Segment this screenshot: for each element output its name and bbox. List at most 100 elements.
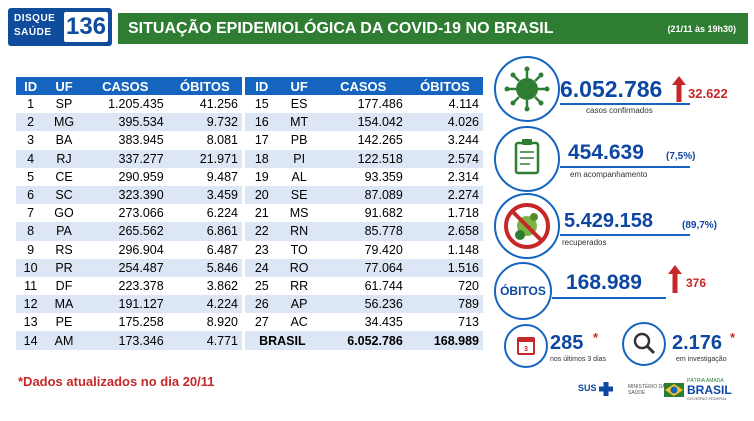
deaths-underline (552, 297, 666, 299)
table-row: 25 RR 61.744 720 (245, 277, 483, 295)
logo-top-text: DISQUE (14, 13, 56, 24)
row-cases: 273.066 (118, 206, 164, 221)
row-deaths: 3.862 (206, 278, 238, 293)
table-row: 15 ES 177.486 4.114 (245, 95, 483, 113)
row-id: 13 (23, 315, 38, 330)
column-header-uf: UF (45, 77, 83, 95)
deaths-circle: ÓBITOS (494, 262, 552, 320)
row-id: 22 (245, 222, 279, 241)
row-uf: CE (55, 169, 73, 184)
ministry-line-1: MINISTÉRIO DA (628, 384, 666, 390)
logo-number: 136 (64, 12, 108, 42)
table-row: 2 MG 395.534 9.732 (16, 113, 242, 132)
row-id: 4 (16, 149, 46, 168)
table-row: 7 GO 273.066 6.224 (16, 204, 242, 222)
row-cases: 79.420 (364, 242, 403, 257)
row-id: 12 (16, 295, 46, 314)
table-row: 3 BA 383.945 8.081 (16, 131, 242, 149)
row-cases: 87.089 (319, 185, 407, 205)
row-cases: 191.127 (82, 295, 168, 314)
row-id: 18 (245, 149, 279, 168)
row-id: 23 (254, 242, 269, 257)
table-row: 27 AC 34.435 713 (245, 313, 483, 331)
gov-top-text: PÁTRIA AMADA (687, 378, 724, 384)
row-deaths: 1.718 (447, 206, 479, 221)
row-cases: 175.258 (118, 315, 164, 330)
row-id: 19 (254, 169, 269, 184)
row-deaths: 4.771 (167, 331, 242, 350)
row-uf: PI (278, 149, 320, 168)
row-uf: PR (45, 258, 83, 277)
recovered-caption: recuperados (562, 238, 607, 247)
table-row: 1 SP 1.205.435 41.256 (16, 95, 242, 113)
row-uf: SP (55, 97, 73, 112)
deaths-increase: 376 (686, 276, 707, 290)
row-deaths: 5.846 (167, 258, 242, 277)
row-cases: 254.487 (82, 258, 168, 277)
gov-main-text: BRASIL (687, 383, 732, 397)
row-cases: 85.778 (319, 222, 407, 241)
row-id: 7 (27, 206, 35, 221)
row-uf: MG (45, 113, 83, 132)
row-deaths: 3.244 (447, 133, 479, 148)
row-id: 14 (16, 331, 46, 350)
table-row: 23 TO 79.420 1.148 (245, 241, 483, 259)
row-cases: 337.277 (82, 149, 168, 168)
row-uf: DF (55, 278, 73, 293)
column-header-deaths: ÓBITOS (167, 77, 242, 95)
row-id: 24 (245, 258, 279, 277)
column-header-cases: CASOS (82, 77, 168, 95)
row-id: 16 (245, 113, 279, 132)
sus-logo: SUS (578, 381, 618, 397)
row-cases: 154.042 (319, 113, 407, 132)
states-table-right: ID UF CASOS ÓBITOS 15 ES 177.486 4.114 16 MT 1… (245, 77, 483, 350)
row-deaths: 2.574 (406, 149, 483, 168)
deaths-label: ÓBITOS (500, 284, 546, 298)
sus-text: SUS (578, 383, 597, 393)
states-table-left: ID UF CASOS ÓBITOS 1 SP 1.205.435 41.256 2 MG… (16, 77, 242, 350)
recovered-value: 5.429.158 (564, 210, 653, 232)
table-row: 19 AL 93.359 2.314 (245, 168, 483, 186)
table-row: 8 PA 265.562 6.861 (16, 222, 242, 241)
column-header-id: ID (16, 77, 46, 95)
row-cases: 265.562 (82, 222, 168, 241)
data-update-footnote: *Dados atualizados no dia 20/11 (18, 374, 215, 389)
logo-bottom-text: SAÚDE (14, 27, 52, 38)
row-cases: 395.534 (82, 113, 168, 132)
row-cases: 383.945 (118, 133, 164, 148)
row-uf: AM (45, 331, 83, 350)
row-uf: SC (45, 185, 83, 205)
row-cases: 34.435 (364, 315, 403, 330)
svg-text:3: 3 (524, 346, 528, 353)
column-header-cases: CASOS (319, 77, 407, 95)
virus-crossed-icon (504, 203, 550, 249)
row-deaths: 8.081 (206, 133, 238, 148)
row-cases: 122.518 (319, 149, 407, 168)
row-id: 10 (16, 258, 46, 277)
calendar-icon: 3 (517, 337, 535, 355)
row-id: 8 (16, 222, 46, 241)
ministry-logo: MINISTÉRIO DA SAÚDE (628, 384, 666, 396)
row-cases: 93.359 (364, 169, 403, 184)
table-row: 12 MA 191.127 4.224 (16, 295, 242, 314)
ministry-line-2: SAÚDE (628, 390, 646, 396)
row-uf: AP (278, 295, 320, 314)
last3days-value: 285 (550, 332, 584, 354)
row-deaths: 789 (406, 295, 483, 314)
update-date: (21/11 às 19h30) (667, 24, 736, 34)
row-uf: PA (45, 222, 83, 241)
table-row: 17 PB 142.265 3.244 (245, 131, 483, 149)
table-row: 24 RO 77.064 1.516 (245, 258, 483, 277)
row-cases: 296.904 (118, 242, 164, 257)
row-id: 20 (245, 185, 279, 205)
row-deaths: 9.487 (206, 169, 238, 184)
row-cases: 77.064 (319, 258, 407, 277)
table-row: 22 RN 85.778 2.658 (245, 222, 483, 241)
row-deaths: 2.314 (447, 169, 479, 184)
table-row: 26 AP 56.236 789 (245, 295, 483, 314)
column-header-uf: UF (278, 77, 320, 95)
table-header-row: ID UF CASOS ÓBITOS (16, 77, 242, 95)
investigation-asterisk: * (730, 330, 736, 345)
row-uf: SE (278, 185, 320, 205)
table-row: 14 AM 173.346 4.771 (16, 331, 242, 350)
